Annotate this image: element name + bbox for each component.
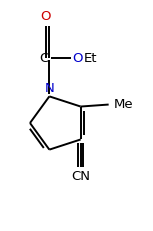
Text: O: O [72,52,83,65]
Text: O: O [40,10,51,23]
Text: C: C [39,52,48,65]
Text: Et: Et [83,52,97,65]
Text: Me: Me [114,98,133,111]
Text: CN: CN [71,170,90,183]
Text: N: N [45,82,54,95]
